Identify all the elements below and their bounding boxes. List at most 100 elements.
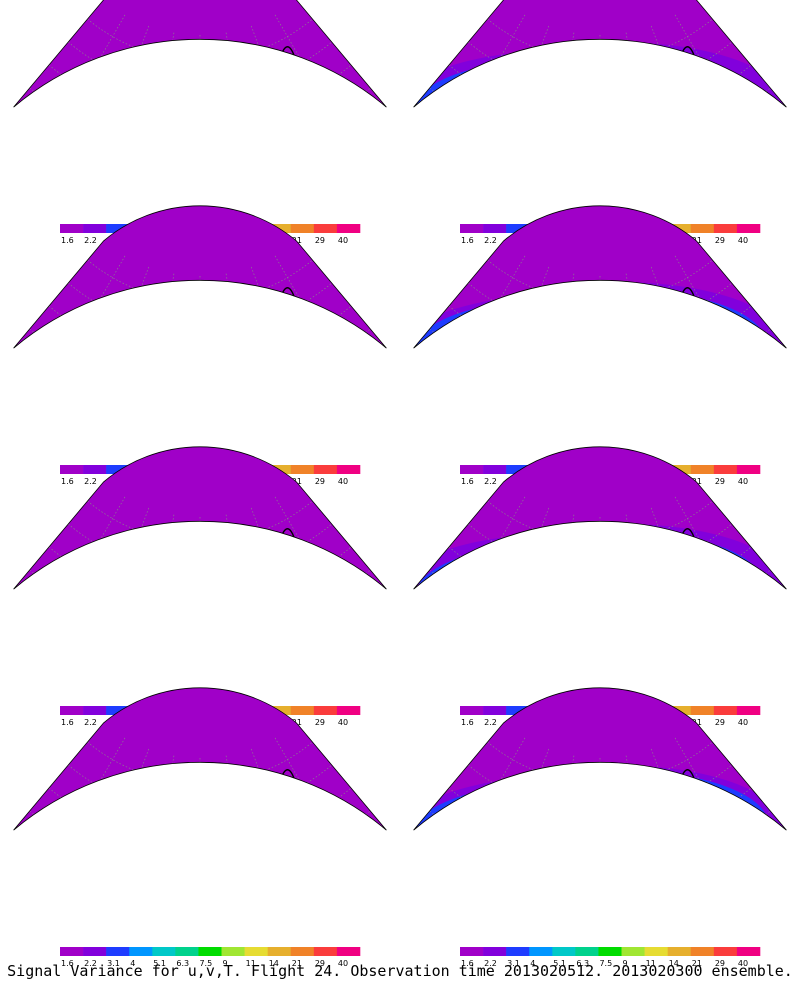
colorbar-tick-label: 40 [738, 718, 748, 727]
forecast-panel: 2013020512 + 36h1.62.23.145.16.37.591114… [13, 687, 387, 968]
colorbar-swatch [736, 465, 761, 474]
colorbar-tick-label: 40 [338, 236, 348, 245]
colorbar-tick-label: 1.6 [61, 718, 74, 727]
colorbar-tick-label: 29 [715, 959, 725, 968]
colorbar-swatch [483, 224, 507, 233]
colorbar-swatch [483, 465, 507, 474]
colorbar-tick-label: 29 [315, 477, 325, 486]
colorbar-tick-label: 6.3 [176, 959, 189, 968]
colorbar-swatch [621, 947, 645, 956]
colorbar-tick-label: 2.2 [84, 959, 97, 968]
colorbar-swatch [267, 947, 292, 956]
colorbar-swatch [644, 947, 668, 956]
colorbar-swatch [60, 706, 84, 715]
colorbar-swatch [129, 947, 153, 956]
colorbar-swatch [690, 224, 715, 233]
colorbar-tick-label: 2.2 [484, 477, 497, 486]
colorbar-tick-label: 29 [715, 718, 725, 727]
figure-caption: Signal Variance for u,v,T. Flight 24. Ob… [7, 962, 793, 980]
colorbar-tick-label: 7.5 [599, 959, 612, 968]
colorbar-tick-label: 1.6 [61, 959, 74, 968]
colorbar-tick-label: 29 [315, 718, 325, 727]
colorbar-tick-label: 1.6 [461, 236, 474, 245]
colorbar-tick-label: 21 [692, 718, 702, 727]
colorbar-swatch [713, 947, 738, 956]
colorbar-swatch [83, 224, 107, 233]
colorbar-swatch [313, 465, 338, 474]
colorbar-swatch [483, 706, 507, 715]
colorbar-swatch [290, 465, 315, 474]
colorbar-tick-label: 40 [738, 959, 748, 968]
colorbar-swatch [667, 947, 692, 956]
colorbar-swatch [175, 947, 199, 956]
colorbar-swatch [529, 947, 553, 956]
colorbar-tick-label: 2.2 [484, 959, 497, 968]
colorbar-tick-label: 21 [692, 959, 702, 968]
colorbar-tick-label: 2.2 [484, 718, 497, 727]
variance-map [13, 0, 387, 108]
colorbar-swatch [460, 224, 484, 233]
colorbar-swatch [336, 706, 361, 715]
colorbar-swatch [221, 947, 245, 956]
colorbar-swatch [460, 947, 484, 956]
colorbar-tick-label: 1.6 [461, 718, 474, 727]
colorbar-swatch [106, 465, 130, 474]
colorbar-tick-label: 21 [692, 236, 702, 245]
variance-map [413, 205, 787, 349]
colorbar-swatch [83, 947, 107, 956]
forecast-panel: 2013020512 + 60h1.62.23.145.16.37.591114… [413, 205, 787, 486]
colorbar-tick-label: 40 [738, 477, 748, 486]
colorbar-swatch [244, 947, 268, 956]
colorbar-swatch [83, 706, 107, 715]
variance-map [413, 0, 787, 108]
colorbar-tick-label: 4 [530, 959, 535, 968]
colorbar-swatch [690, 947, 715, 956]
forecast-panel: 2013020512 + 84h1.62.23.145.16.37.591114… [413, 687, 787, 968]
colorbar-tick-label: 14 [669, 959, 679, 968]
colorbar-tick-label: 29 [315, 959, 325, 968]
colorbar-swatch [198, 947, 222, 956]
colorbar-swatch [83, 465, 107, 474]
colorbar-swatch [60, 224, 84, 233]
colorbar-swatch [460, 465, 484, 474]
colorbar-swatch [336, 465, 361, 474]
colorbar-tick-label: 40 [338, 477, 348, 486]
colorbar-tick-label: 40 [338, 959, 348, 968]
colorbar-swatch [460, 706, 484, 715]
colorbar-tick-label: 29 [715, 236, 725, 245]
colorbar-swatch [336, 224, 361, 233]
colorbar-swatch [575, 947, 599, 956]
colorbar-swatch [60, 465, 84, 474]
colorbar-tick-label: 11 [246, 959, 256, 968]
colorbar-swatch [598, 947, 622, 956]
colorbar-swatch [290, 224, 315, 233]
colorbar-tick-label: 29 [715, 477, 725, 486]
colorbar: 1.6 2.2 3.1 4 5.1 6.3 7.5 9 11 14 21 29 40 [60, 947, 361, 968]
colorbar-tick-label: 11 [646, 959, 656, 968]
colorbar-tick-label: 2.2 [84, 236, 97, 245]
colorbar-tick-label: 21 [292, 477, 302, 486]
colorbar-swatch [336, 947, 361, 956]
colorbar-tick-label: 2.2 [84, 718, 97, 727]
colorbar-swatch [506, 706, 530, 715]
colorbar-swatch [313, 947, 338, 956]
colorbar-swatch [290, 947, 315, 956]
colorbar-tick-label: 21 [292, 959, 302, 968]
colorbar-tick-label: 1.6 [461, 959, 474, 968]
colorbar-swatch [690, 465, 715, 474]
colorbar-swatch [313, 224, 338, 233]
colorbar-swatch [106, 706, 130, 715]
forecast-panel: 2013020512 + 24h1.62.23.145.16.37.591114… [13, 446, 387, 727]
colorbar-tick-label: 5.1 [553, 959, 566, 968]
colorbar-swatch [552, 947, 576, 956]
colorbar-tick-label: 2.2 [484, 236, 497, 245]
colorbar-swatch [736, 947, 761, 956]
colorbar-swatch [736, 706, 761, 715]
colorbar-tick-label: 9 [223, 959, 228, 968]
colorbar-tick-label: 2.2 [84, 477, 97, 486]
colorbar-swatch [290, 706, 315, 715]
colorbar-tick-label: 21 [292, 718, 302, 727]
colorbar-swatch [106, 224, 130, 233]
colorbar-swatch [506, 947, 530, 956]
colorbar-swatch [713, 224, 738, 233]
